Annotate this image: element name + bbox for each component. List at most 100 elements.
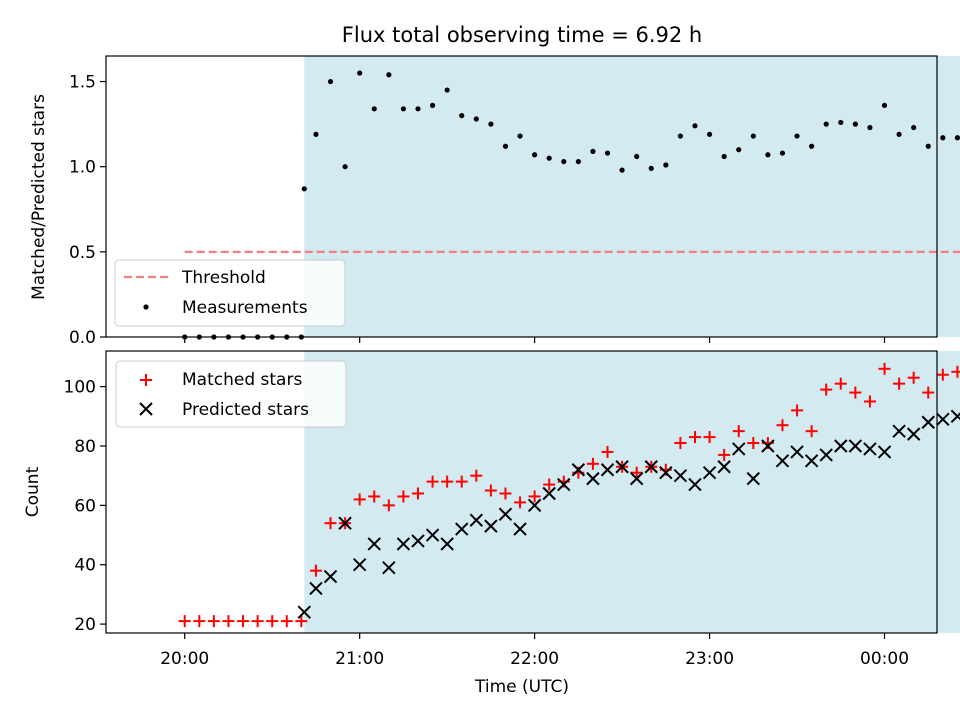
top-y-tick-label: 0.0 bbox=[69, 328, 96, 348]
top-measurement-point bbox=[663, 162, 669, 168]
matched-stars-point bbox=[309, 564, 322, 577]
predicted-stars-point bbox=[659, 465, 673, 480]
top-measurement-point bbox=[634, 153, 640, 160]
matched-stars-point bbox=[951, 365, 960, 378]
legend-predicted-swatch bbox=[139, 402, 153, 416]
top-measurement-point bbox=[823, 121, 829, 127]
top-measurement-point bbox=[940, 135, 946, 141]
top-measurement-point bbox=[604, 150, 611, 156]
top-measurement-point bbox=[459, 113, 465, 119]
predicted-stars-point bbox=[498, 507, 513, 521]
top-measurement-point bbox=[838, 119, 844, 126]
top-measurement-point bbox=[473, 116, 479, 122]
predicted-stars-point bbox=[338, 516, 352, 530]
matched-stars-point bbox=[251, 615, 264, 628]
top-y-tick-label: 1.0 bbox=[69, 158, 96, 178]
x-tick-label: 00:00 bbox=[860, 649, 909, 669]
top-measurement-point bbox=[779, 150, 786, 156]
top-measurement-point bbox=[532, 152, 538, 158]
top-measurement-point bbox=[721, 153, 727, 160]
matched-stars-point bbox=[528, 490, 541, 503]
matched-stars-point bbox=[805, 425, 818, 438]
predicted-stars-point bbox=[761, 439, 775, 453]
x-tick-label: 21:00 bbox=[335, 649, 384, 669]
matched-stars-point bbox=[426, 475, 439, 488]
matched-stars-point bbox=[353, 493, 366, 506]
top-measurement-point bbox=[881, 102, 888, 108]
top-chart-title: Flux total observing time = 6.92 h bbox=[342, 23, 702, 47]
matched-stars-point bbox=[732, 425, 745, 438]
bottom-y-tick-label: 100 bbox=[64, 378, 96, 398]
matched-stars-point bbox=[747, 437, 760, 450]
x-tick-label: 23:00 bbox=[685, 649, 734, 669]
top-measurement-point bbox=[371, 106, 377, 112]
matched-stars-point bbox=[703, 431, 716, 444]
predicted-stars-point bbox=[673, 468, 688, 483]
matched-stars-point bbox=[791, 404, 804, 417]
predicted-stars-point bbox=[297, 605, 311, 619]
matched-stars-point bbox=[382, 499, 395, 512]
predicted-stars-point bbox=[440, 537, 454, 551]
top-measurement-point bbox=[357, 70, 363, 76]
matched-stars-point bbox=[499, 487, 512, 500]
predicted-stars-point bbox=[425, 528, 440, 542]
matched-stars-point bbox=[820, 383, 833, 396]
predicted-stars-point bbox=[513, 522, 527, 536]
predicted-stars-point bbox=[732, 442, 746, 456]
matched-stars-point bbox=[718, 448, 731, 461]
legend-measurements-swatch bbox=[143, 304, 149, 310]
top-measurement-point bbox=[488, 121, 494, 127]
top-measurement-point bbox=[677, 133, 684, 139]
top-y-axis-label: Matched/Predicted stars bbox=[29, 94, 49, 300]
top-measurement-point bbox=[765, 152, 771, 158]
bottom-y-tick-label: 20 bbox=[74, 615, 96, 635]
predicted-stars-point bbox=[746, 471, 761, 486]
predicted-stars-point bbox=[834, 439, 848, 453]
matched-stars-point bbox=[178, 615, 191, 628]
matched-stars-point bbox=[455, 475, 468, 488]
bottom-axes-frame bbox=[105, 350, 938, 634]
predicted-stars-point bbox=[950, 409, 960, 424]
matched-stars-point bbox=[324, 517, 337, 530]
top-measurement-point bbox=[706, 131, 713, 137]
top-measurement-point bbox=[911, 124, 917, 131]
predicted-stars-point bbox=[586, 471, 600, 486]
top-measurement-point bbox=[809, 143, 815, 149]
matched-stars-point bbox=[266, 615, 279, 628]
predicted-stars-point bbox=[644, 460, 658, 474]
x-axis-label: Time (UTC) bbox=[474, 677, 569, 697]
predicted-stars-point bbox=[877, 445, 892, 459]
predicted-stars-point bbox=[892, 424, 906, 438]
matched-stars-point bbox=[936, 368, 949, 381]
top-measurement-point bbox=[867, 124, 873, 131]
x-tick-label: 20:00 bbox=[160, 649, 209, 669]
top-measurement-point bbox=[794, 133, 800, 139]
matched-stars-point bbox=[397, 490, 410, 503]
top-measurement-point bbox=[517, 133, 523, 139]
matched-stars-point bbox=[222, 615, 235, 628]
top-measurement-point bbox=[301, 186, 307, 192]
matched-stars-point bbox=[630, 466, 643, 479]
matched-stars-point bbox=[893, 377, 906, 390]
matched-stars-point bbox=[863, 395, 876, 408]
predicted-stars-point bbox=[600, 463, 615, 477]
top-measurement-point bbox=[619, 167, 625, 173]
predicted-stars-point bbox=[455, 522, 469, 536]
matched-stars-point bbox=[674, 437, 687, 450]
top-measurement-point bbox=[415, 106, 421, 112]
legend-matched-label: Matched stars bbox=[182, 370, 302, 390]
matched-stars-point bbox=[688, 431, 701, 444]
top-measurement-point bbox=[575, 158, 581, 165]
top-measurement-point bbox=[925, 143, 931, 149]
matched-stars-point bbox=[586, 457, 599, 470]
bottom-y-tick-label: 40 bbox=[74, 556, 96, 576]
matched-stars-point bbox=[543, 478, 556, 491]
predicted-stars-point bbox=[863, 442, 877, 456]
bottom-legend: Matched stars Predicted stars bbox=[115, 360, 347, 428]
legend-threshold-label: Threshold bbox=[181, 268, 266, 288]
bottom-y-tick-label: 80 bbox=[74, 437, 96, 457]
predicted-stars-point bbox=[382, 560, 396, 575]
top-measurement-point bbox=[692, 123, 698, 129]
top-measurement-point bbox=[502, 143, 509, 149]
top-measurement-point bbox=[736, 147, 742, 153]
